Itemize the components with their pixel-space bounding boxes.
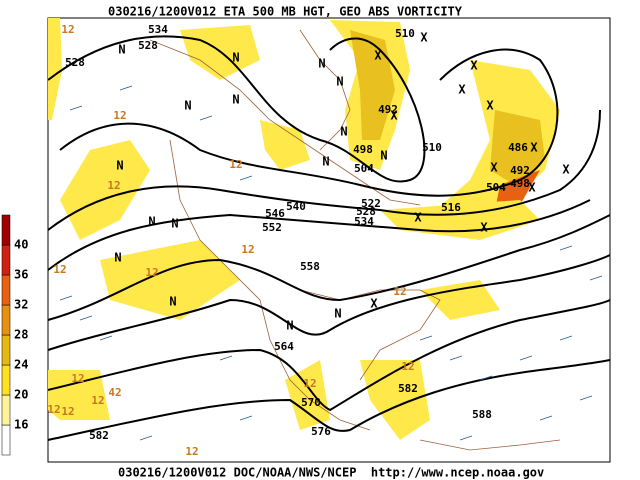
height-label: 528 bbox=[65, 56, 85, 69]
colorbar-bin bbox=[1, 364, 11, 396]
height-label: 504 bbox=[354, 162, 374, 175]
colorbar-bin bbox=[1, 394, 11, 426]
height-label: 492 bbox=[378, 103, 398, 116]
colorbar-tick-label: 32 bbox=[14, 298, 28, 312]
pressure-center-symbol: N bbox=[232, 51, 239, 65]
colorbar-tick-label: 36 bbox=[14, 268, 28, 282]
height-label: 528 bbox=[138, 39, 158, 52]
height-label: 510 bbox=[395, 27, 415, 40]
pressure-center-symbol: X bbox=[486, 99, 494, 113]
height-contours bbox=[47, 35, 611, 441]
vorticity-label: 12 bbox=[113, 109, 126, 122]
pressure-center-symbol: X bbox=[528, 181, 536, 195]
vorticity-label: 12 bbox=[229, 158, 242, 171]
pressure-center-symbol: X bbox=[480, 221, 488, 235]
vorticity-label: 12 bbox=[61, 405, 74, 418]
pressure-center-symbol: X bbox=[562, 163, 570, 177]
colorbar-tick-label: 20 bbox=[14, 388, 28, 402]
colorbar: 16 20 24 28 32 36 40 bbox=[1, 214, 28, 456]
height-label: 504 bbox=[486, 181, 506, 194]
height-label: 486 bbox=[508, 141, 528, 154]
vorticity-label: 12 bbox=[61, 23, 74, 36]
colorbar-bin bbox=[1, 274, 11, 306]
height-label: 558 bbox=[300, 260, 320, 273]
height-label: 582 bbox=[398, 382, 418, 395]
pressure-center-symbol: X bbox=[390, 109, 398, 123]
wind-barbs bbox=[59, 85, 603, 441]
vorticity-label: 12 bbox=[71, 372, 84, 385]
map-footer: 030216/1200V012 DOC/NOAA/NWS/NCEP http:/… bbox=[118, 466, 544, 480]
pressure-center-symbol: N bbox=[232, 93, 239, 107]
colorbar-bin bbox=[1, 214, 11, 246]
height-label: 498 bbox=[510, 177, 530, 190]
colorbar-tick-label: 24 bbox=[14, 358, 28, 372]
pressure-center-symbol: X bbox=[530, 141, 538, 155]
pressure-center-symbol: N bbox=[334, 307, 341, 321]
colorbar-tick-label: 16 bbox=[14, 418, 28, 432]
colorbar-tick-label: 28 bbox=[14, 328, 28, 342]
pressure-center-symbol: N bbox=[380, 149, 387, 163]
pressure-center-symbol: X bbox=[490, 161, 498, 175]
vorticity-label: 12 bbox=[47, 403, 60, 416]
height-label: 582 bbox=[89, 429, 109, 442]
colorbar-bin bbox=[1, 334, 11, 366]
pressure-center-symbol: X bbox=[458, 83, 466, 97]
height-label: 564 bbox=[274, 340, 294, 353]
colorbar-bin bbox=[1, 304, 11, 336]
pressure-center-symbol: N bbox=[169, 295, 176, 309]
vorticity-label: 12 bbox=[401, 360, 414, 373]
vorticity-label: 12 bbox=[303, 377, 316, 390]
colorbar-tick-label: 40 bbox=[14, 238, 28, 252]
pressure-center-symbol: X bbox=[370, 297, 378, 311]
height-label: 522 bbox=[361, 197, 381, 210]
pressure-center-symbol: N bbox=[286, 319, 293, 333]
height-label: 528 bbox=[356, 205, 376, 218]
colorbar-bin bbox=[1, 244, 11, 276]
height-label: 534 bbox=[354, 215, 374, 228]
pressure-center-symbol: N bbox=[184, 99, 191, 113]
height-label: 510 bbox=[422, 141, 442, 154]
pressure-center-symbol: N bbox=[322, 155, 329, 169]
vorticity-label: 42 bbox=[108, 386, 121, 399]
vorticity-label: 12 bbox=[185, 445, 198, 458]
height-label: 588 bbox=[472, 408, 492, 421]
pressure-center-symbol: N bbox=[116, 159, 123, 173]
height-label: 516 bbox=[441, 201, 461, 214]
height-label: 576 bbox=[311, 425, 331, 438]
pressure-center-symbol: N bbox=[336, 75, 343, 89]
map-title: 030216/1200V012 ETA 500 MB HGT, GEO ABS … bbox=[108, 5, 463, 19]
pressure-center-symbol: N bbox=[148, 215, 155, 229]
pressure-center-symbol: X bbox=[470, 59, 478, 73]
vorticity-label: 12 bbox=[145, 266, 158, 279]
height-label: 546 bbox=[265, 207, 285, 220]
height-label: 570 bbox=[301, 396, 321, 409]
vorticity-label: 12 bbox=[91, 394, 104, 407]
pressure-center-symbol: N bbox=[171, 217, 178, 231]
height-label: 498 bbox=[353, 143, 373, 156]
pressure-center-symbol: X bbox=[414, 211, 422, 225]
pressure-center-symbol: N bbox=[114, 251, 121, 265]
pressure-center-symbol: N bbox=[118, 43, 125, 57]
pressure-center-symbol: N bbox=[318, 57, 325, 71]
vorticity-label: 12 bbox=[107, 179, 120, 192]
height-label: 552 bbox=[262, 221, 282, 234]
height-label: 540 bbox=[286, 200, 306, 213]
height-label: 534 bbox=[148, 23, 168, 36]
pressure-center-symbol: X bbox=[420, 31, 428, 45]
vorticity-label: 12 bbox=[241, 243, 254, 256]
colorbar-bin bbox=[1, 424, 11, 456]
pressure-center-symbol: X bbox=[374, 49, 382, 63]
vorticity-label: 12 bbox=[393, 285, 406, 298]
pressure-center-symbol: N bbox=[340, 125, 347, 139]
height-label: 492 bbox=[510, 164, 530, 177]
vorticity-label: 12 bbox=[53, 263, 66, 276]
